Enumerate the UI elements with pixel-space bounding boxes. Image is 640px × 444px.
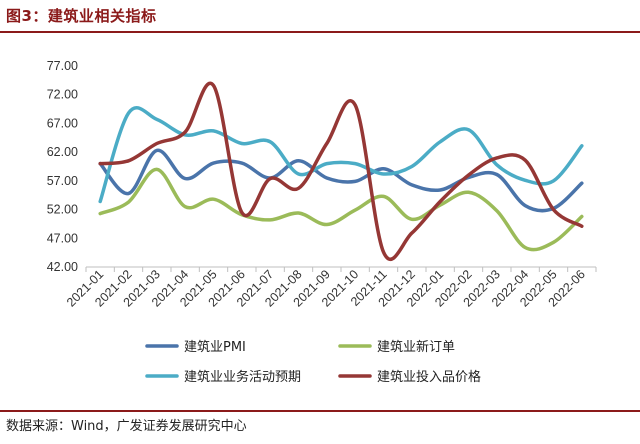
line-chart: 77.00 72.00 67.00 62.00 57.00 52.00 47.00 42.00… xyxy=(47,59,597,385)
series-line-expectations xyxy=(98,106,584,204)
legend-label: 建筑业投入品价格 xyxy=(377,369,481,385)
y-tick-label: 67.00 xyxy=(47,116,78,130)
legend-label: 建筑业新订单 xyxy=(377,339,455,355)
figure-source: 数据来源：Wind，广发证券发展研究中心 xyxy=(6,419,247,434)
source-rule xyxy=(0,410,640,412)
chart-series xyxy=(98,81,584,262)
series-line-new-orders xyxy=(98,167,584,252)
y-tick-label: 57.00 xyxy=(47,174,78,188)
chart-axes: 77.00 72.00 67.00 62.00 57.00 52.00 47.00 42.00… xyxy=(47,59,597,310)
y-tick-label: 77.00 xyxy=(47,59,78,73)
title-rule xyxy=(0,31,640,33)
y-tick-label: 42.00 xyxy=(47,260,78,274)
y-tick-label: 52.00 xyxy=(47,203,78,217)
figure-title: 图3：建筑业相关指标 xyxy=(6,7,157,25)
y-tick-label: 62.00 xyxy=(47,145,78,159)
y-tick-label: 72.00 xyxy=(47,88,78,102)
series-line-input-prices xyxy=(98,81,584,262)
y-tick-label: 47.00 xyxy=(47,231,78,245)
series-line-pmi xyxy=(98,148,584,213)
legend-label: 建筑业PMI xyxy=(184,339,246,355)
legend-label: 建筑业业务活动预期 xyxy=(184,369,301,385)
